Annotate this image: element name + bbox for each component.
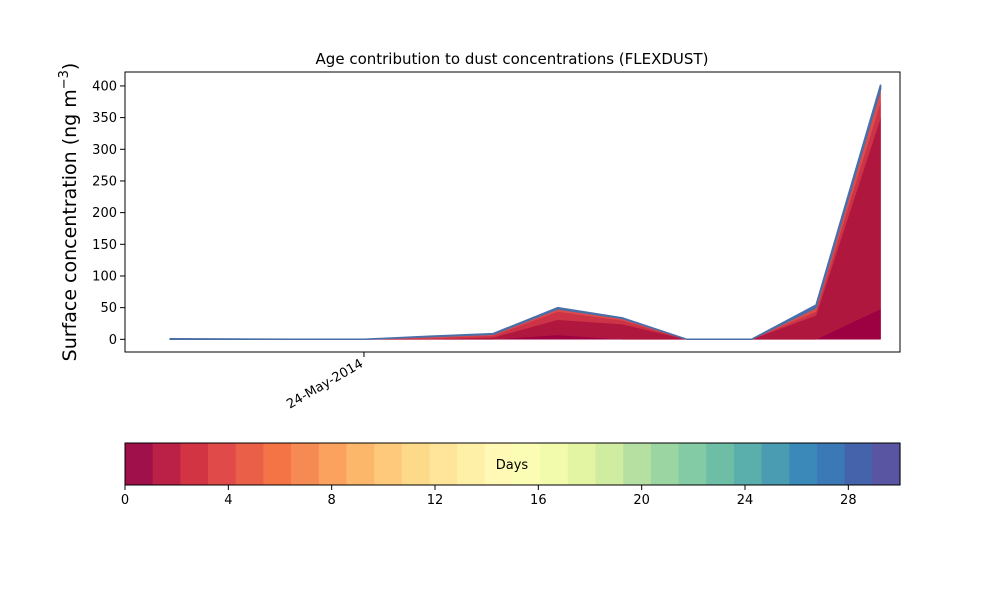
colorbar-label: Days	[496, 458, 529, 473]
colorbar-swatch	[623, 443, 652, 485]
colorbar-swatch	[816, 443, 846, 485]
colorbar-swatch	[733, 443, 763, 485]
colorbar-swatch	[263, 443, 292, 485]
colorbar-tick-label: 28	[840, 493, 857, 508]
colorbar-swatch	[512, 443, 541, 485]
colorbar-swatch	[678, 443, 707, 485]
colorbar-swatch	[706, 443, 735, 485]
y-axis-label-superscript: −3	[57, 70, 72, 89]
colorbar-swatch	[595, 443, 624, 485]
area-band-5	[169, 84, 882, 341]
colorbar-swatch	[761, 443, 790, 485]
y-tick-label: 250	[92, 174, 117, 189]
area-band-4	[170, 89, 881, 340]
colorbar: 0 4 8 12 16 20 24 28	[121, 442, 901, 508]
colorbar-swatch	[180, 443, 209, 485]
colorbar-tick-label: 16	[530, 493, 547, 508]
colorbar-swatch	[484, 443, 514, 485]
colorbar-swatch	[152, 443, 181, 485]
y-axis-label-close: )	[59, 63, 81, 70]
y-tick-label: 200	[92, 206, 117, 221]
colorbar-swatch	[650, 443, 680, 485]
colorbar-swatch	[401, 443, 431, 485]
y-tick-label: 100	[92, 269, 117, 284]
colorbar-tick-label: 0	[121, 493, 129, 508]
area-band-3	[170, 101, 881, 340]
colorbar-swatch	[318, 443, 348, 485]
colorbar-swatch	[429, 443, 458, 485]
colorbar-swatch	[567, 443, 597, 485]
colorbar-swatch	[457, 443, 486, 485]
colorbar-tick-label: 24	[737, 493, 754, 508]
colorbar-swatch	[346, 443, 375, 485]
colorbar-swatch	[235, 443, 264, 485]
y-tick-label: 350	[92, 111, 117, 126]
colorbar-swatch	[789, 443, 818, 485]
chart-title: Age contribution to dust concentrations …	[316, 50, 709, 68]
y-tick-label: 150	[92, 238, 117, 253]
y-tick-label: 0	[109, 333, 117, 348]
y-axis-label-main: Surface concentration (ng m	[59, 89, 81, 361]
colorbar-tick-label: 8	[328, 493, 336, 508]
colorbar-swatch	[540, 443, 569, 485]
y-tick-label: 50	[100, 301, 117, 316]
colorbar-swatch	[291, 443, 320, 485]
y-tick-label: 400	[92, 79, 117, 94]
x-tick-label: 24-May-2014	[284, 356, 366, 412]
colorbar-tick-label: 12	[427, 493, 444, 508]
plot-frame	[124, 71, 901, 353]
y-tick-label: 300	[92, 143, 117, 158]
colorbar-frame	[124, 442, 901, 486]
colorbar-tick-label: 4	[224, 493, 232, 508]
colorbar-swatch	[208, 443, 237, 485]
y-axis-label: Surface concentration (ng m−3)	[57, 63, 81, 362]
colorbar-swatch	[844, 443, 873, 485]
colorbar-swatch	[872, 443, 901, 485]
area-band-2	[170, 117, 881, 340]
plot-area: 0 50 100 150 200 250 300 350 400 24-May-2014	[92, 71, 901, 412]
colorbar-swatch	[125, 443, 154, 485]
colorbar-tick-label: 20	[633, 493, 650, 508]
colorbar-swatch	[374, 443, 403, 485]
